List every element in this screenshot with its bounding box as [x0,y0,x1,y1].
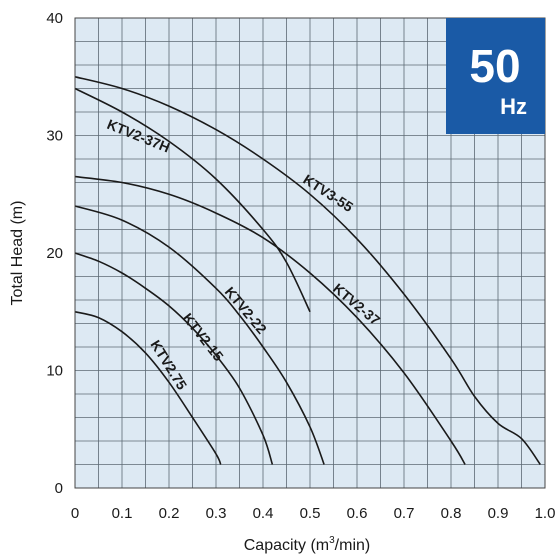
y-tick-labels: 0 10 20 30 40 [46,10,63,497]
y-tick-label: 20 [46,245,63,262]
x-tick-label: 1.0 [535,505,556,522]
y-tick-label: 30 [46,128,63,145]
curve-ktv2-22 [74,205,325,465]
x-tick-label: 0.3 [206,505,227,522]
badge-value: 50 [469,40,520,92]
curve-ktv2-37 [74,175,466,465]
y-axis-title: Total Head (m) [9,201,26,306]
curve-ktv2-75 [74,311,222,465]
plot-border [74,17,546,489]
x-tick-label: 0.6 [347,505,368,522]
y-tick-label: 0 [55,480,63,497]
x-tick-label: 0.2 [159,505,180,522]
badge-background [446,18,545,134]
x-tick-label: 0.7 [394,505,415,522]
curves [74,76,541,465]
y-tick-label: 40 [46,10,63,27]
x-tick-label: 0 [71,505,79,522]
curve-ktv3-55 [74,76,541,465]
badge-unit: Hz [500,94,527,119]
x-tick-label: 0.1 [112,505,133,522]
curve-ktv2-15 [74,252,274,465]
x-tick-label: 0.8 [441,505,462,522]
x-tick-label: 0.5 [300,505,321,522]
x-axis-title-superscript: 3 [329,535,335,546]
x-tick-labels: 0 0.1 0.2 0.3 0.4 0.5 0.6 0.7 0.8 0.9 1.0 [71,505,556,522]
frequency-badge: 50 Hz [446,18,545,134]
y-tick-label: 10 [46,363,63,380]
x-axis-title: Capacity (m3/min) [244,535,370,554]
curve-ktv2-37h [74,87,311,313]
x-tick-label: 0.9 [488,505,509,522]
x-tick-label: 0.4 [253,505,274,522]
